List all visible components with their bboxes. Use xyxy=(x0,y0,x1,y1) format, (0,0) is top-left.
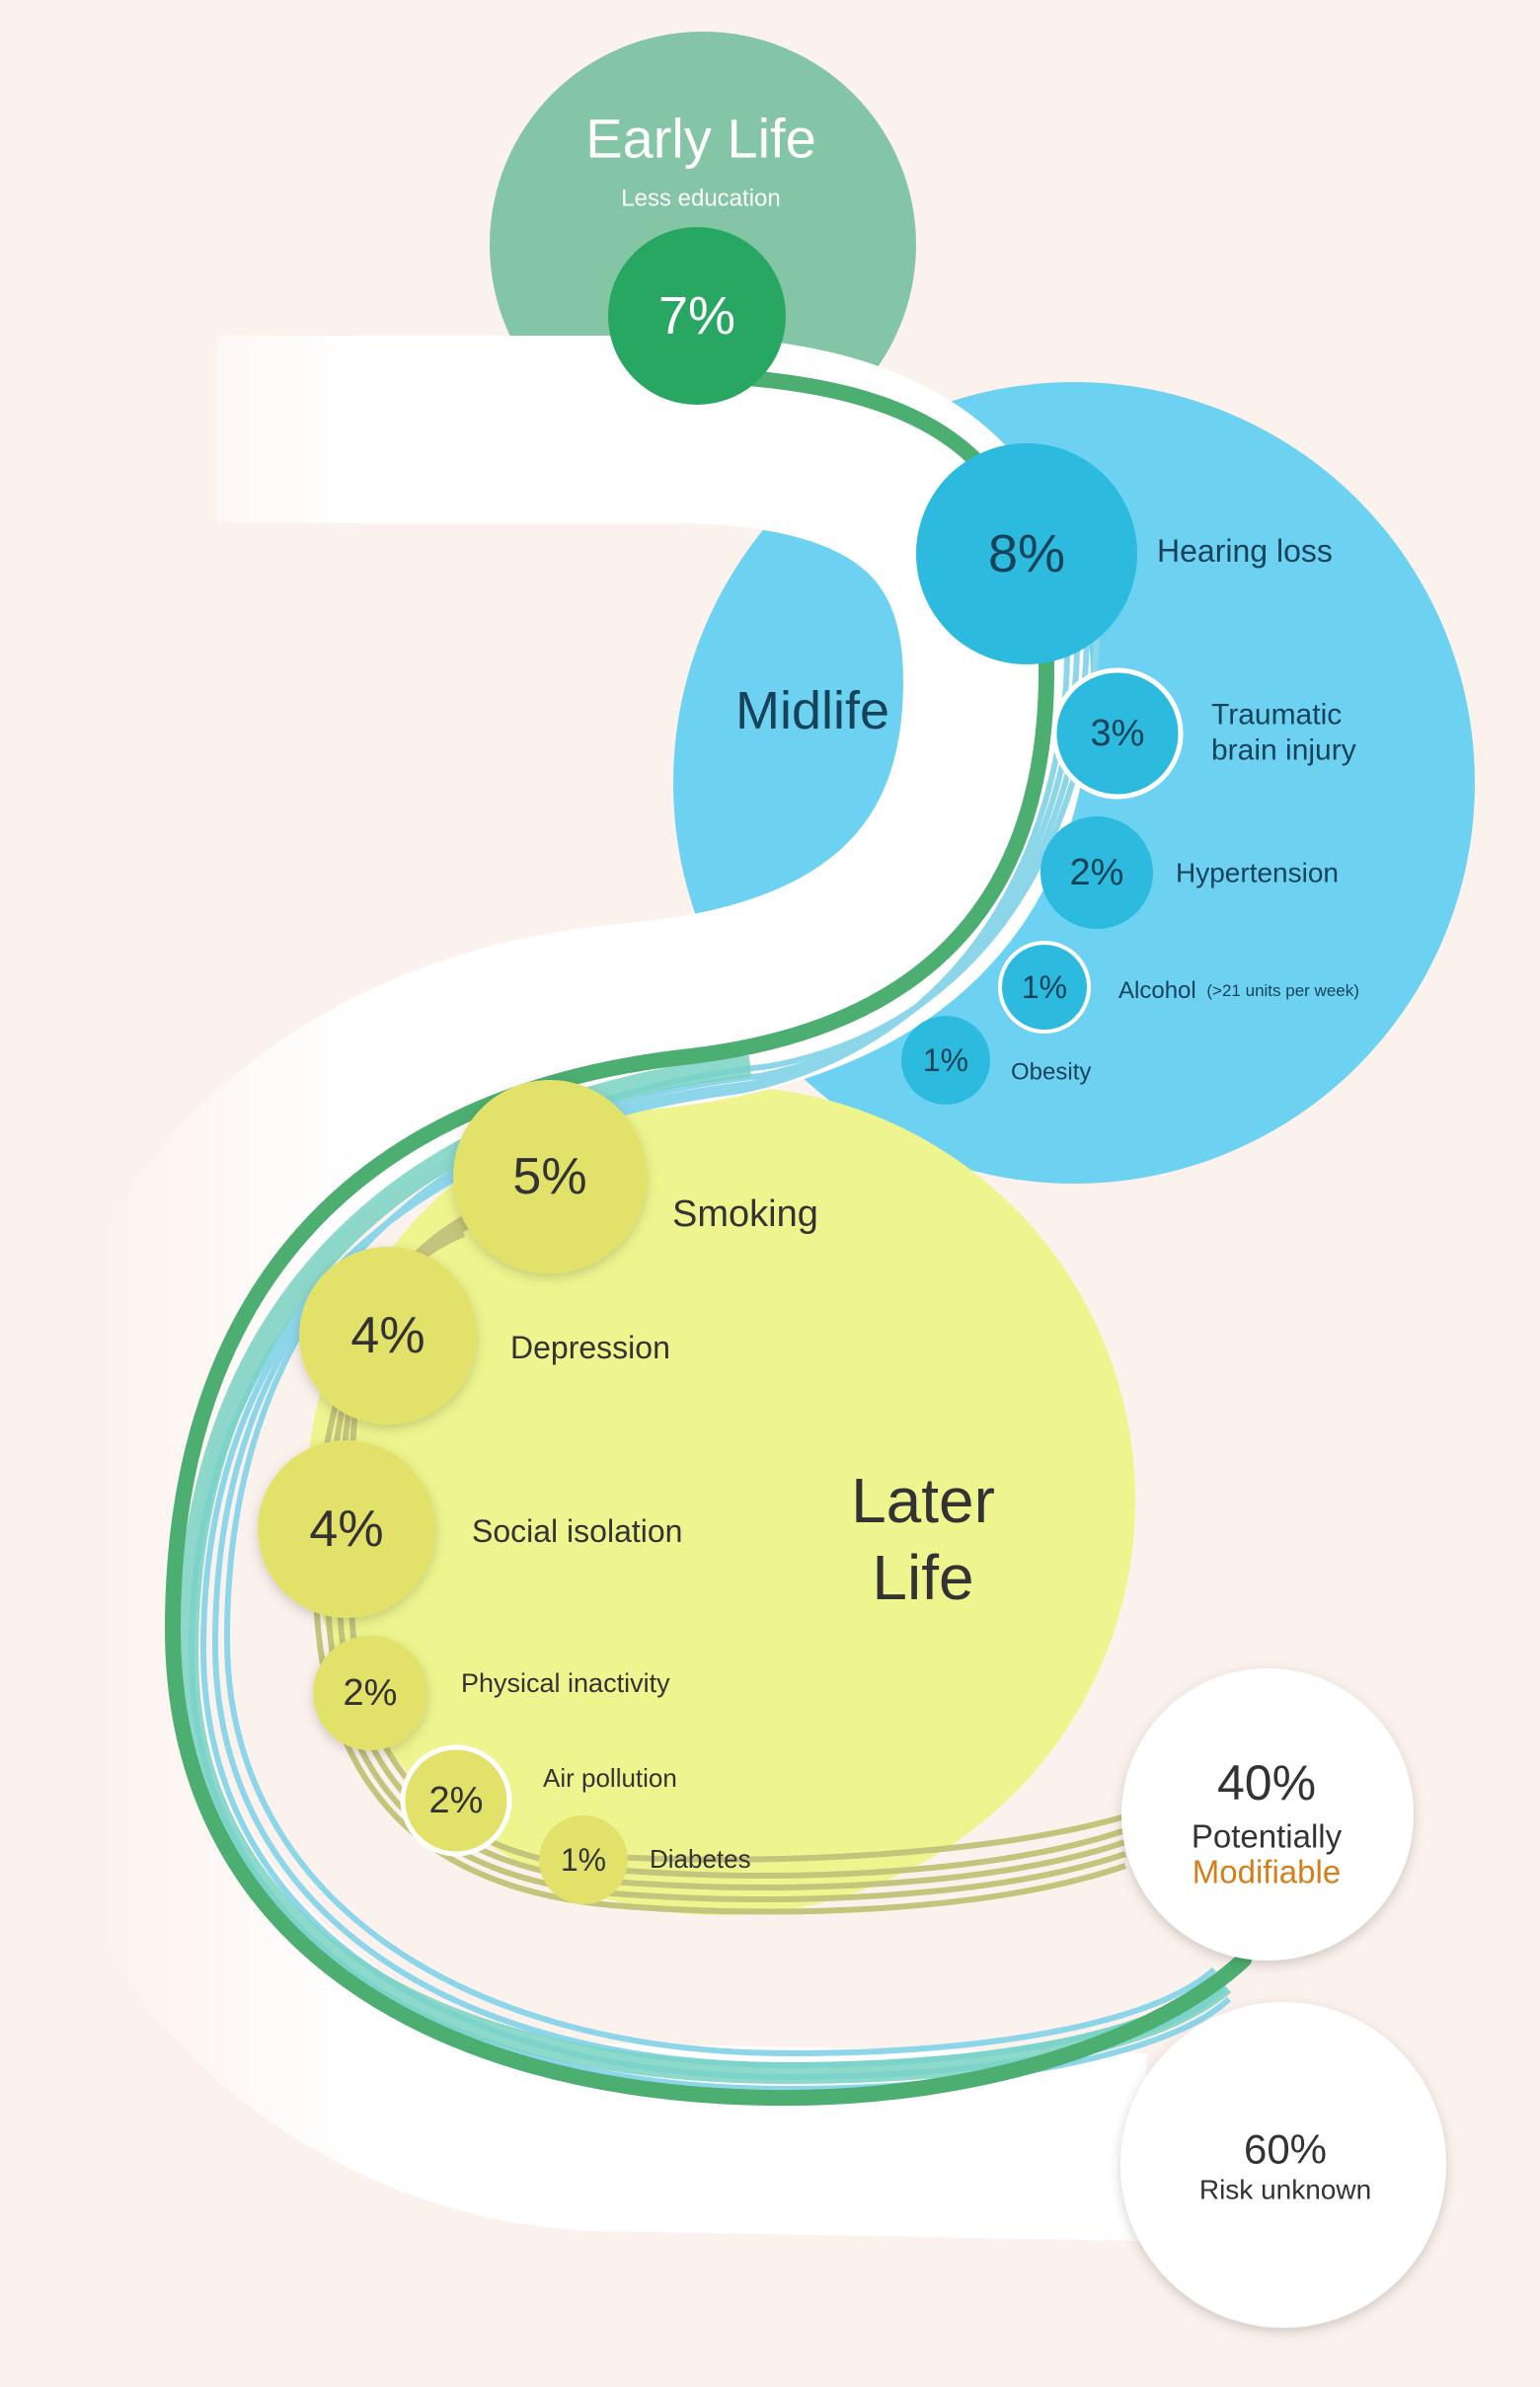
svg-text:2%: 2% xyxy=(429,1780,484,1821)
svg-text:2%: 2% xyxy=(1070,852,1124,893)
factor-air-pollution: 2% Air pollution xyxy=(400,1744,677,1857)
svg-text:Physical inactivity: Physical inactivity xyxy=(461,1668,670,1698)
potentially-modifiable-summary: 40% Potentially Modifiable xyxy=(1121,1668,1414,1961)
svg-text:Air pollution: Air pollution xyxy=(543,1763,677,1793)
svg-text:4%: 4% xyxy=(350,1307,424,1364)
svg-text:1%: 1% xyxy=(561,1842,606,1878)
factor-hypertension: 2% Hypertension xyxy=(1040,816,1339,929)
svg-text:Alcohol (>21 units per w: Alcohol (>21 units per week) xyxy=(1118,977,1359,1004)
svg-text:1%: 1% xyxy=(923,1042,968,1078)
early-life-title: Early Life xyxy=(585,108,815,170)
early-life-subtitle: Less education xyxy=(621,186,780,212)
later-life-stage-circle xyxy=(306,1086,1135,1915)
svg-text:7%: 7% xyxy=(658,286,735,346)
svg-text:Risk unknown: Risk unknown xyxy=(1199,2175,1371,2205)
factor-alcohol: 1% Alcohol (>21 units per week) xyxy=(998,941,1359,1034)
svg-text:2%: 2% xyxy=(344,1672,398,1714)
svg-text:brain injury: brain injury xyxy=(1211,734,1356,767)
factor-less-education: 7% xyxy=(608,227,786,405)
svg-text:Potentially: Potentially xyxy=(1192,1818,1343,1855)
svg-text:Smoking: Smoking xyxy=(672,1194,818,1235)
factor-depression: 4% Depression xyxy=(299,1247,670,1424)
svg-text:1%: 1% xyxy=(1022,969,1067,1005)
svg-text:5%: 5% xyxy=(512,1148,586,1205)
svg-text:Diabetes: Diabetes xyxy=(650,1844,751,1874)
svg-text:Traumatic: Traumatic xyxy=(1211,699,1342,732)
factor-traumatic-brain-injury: 3% Traumatic brain injury xyxy=(1051,667,1356,800)
svg-text:8%: 8% xyxy=(988,524,1065,583)
svg-text:Hearing loss: Hearing loss xyxy=(1157,533,1333,569)
svg-text:Social isolation: Social isolation xyxy=(472,1513,682,1549)
svg-text:Depression: Depression xyxy=(510,1330,670,1365)
svg-text:60%: 60% xyxy=(1244,2126,1327,2173)
svg-text:40%: 40% xyxy=(1217,1755,1316,1810)
factor-physical-inactivity: 2% Physical inactivity xyxy=(313,1636,670,1750)
factor-diabetes: 1% Diabetes xyxy=(539,1815,751,1904)
factor-smoking: 5% Smoking xyxy=(453,1080,818,1273)
midlife-title: Midlife xyxy=(735,681,889,740)
svg-text:Modifiable: Modifiable xyxy=(1193,1854,1341,1890)
factor-social-isolation: 4% Social isolation xyxy=(258,1440,682,1618)
risk-unknown-summary: 60% Risk unknown xyxy=(1120,2002,1446,2328)
factor-hearing-loss: 8% Hearing loss xyxy=(916,443,1333,664)
svg-text:4%: 4% xyxy=(309,1501,383,1558)
later-life-title-line2: Life xyxy=(872,1542,973,1613)
midlife-combined-stream xyxy=(176,1055,1232,2085)
svg-text:Obesity: Obesity xyxy=(1011,1059,1091,1086)
later-life-title-line1: Later xyxy=(851,1465,995,1536)
svg-text:3%: 3% xyxy=(1091,713,1145,754)
factor-obesity: 1% Obesity xyxy=(901,1016,1091,1105)
svg-text:Hypertension: Hypertension xyxy=(1176,858,1339,888)
